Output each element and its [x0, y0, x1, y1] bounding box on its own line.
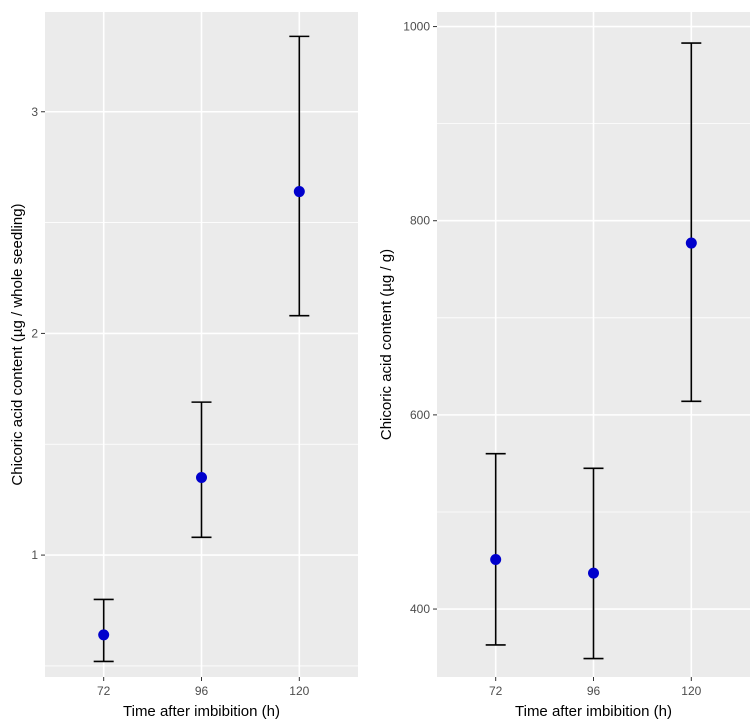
left-y-tick-label: 2: [31, 326, 38, 340]
left-y-tick-label: 1: [31, 548, 38, 562]
right-x-tick-label: 120: [681, 684, 701, 698]
right-y-tick-label: 1000: [403, 20, 430, 34]
right-x-tick-label: 96: [587, 684, 601, 698]
left-data-point-120: [293, 186, 305, 198]
left-data-point-96: [196, 472, 207, 483]
chart-left-per-seedling: 1 2 3 72 96 120 Time after imbibition (h) Chico…: [9, 12, 358, 720]
left-x-tick-label: 120: [289, 684, 309, 698]
left-x-tick-label: 72: [97, 684, 111, 698]
chart-right-per-gram: 400 600 800 1000 72 96 120 Time after imbibitio…: [378, 12, 750, 720]
right-x-axis-title: Time after imbibition (h): [515, 703, 672, 720]
right-y-axis-title: Chicoric acid content (µg / g): [378, 249, 395, 440]
left-y-axis-title: Chicoric acid content (µg / whole seedli…: [9, 203, 26, 485]
right-y-tick-label: 400: [410, 602, 430, 616]
right-y-tick-label: 600: [410, 408, 430, 422]
left-x-axis-title: Time after imbibition (h): [123, 703, 280, 720]
right-data-point-96: [588, 567, 599, 579]
left-x-tick-label: 96: [195, 684, 209, 698]
right-data-point-72: [490, 554, 502, 566]
left-data-point-72: [98, 629, 110, 641]
right-x-tick-label: 72: [489, 684, 503, 698]
right-data-point-120: [685, 237, 697, 249]
right-y-tick-label: 800: [410, 214, 430, 228]
left-y-tick-label: 3: [31, 105, 38, 119]
